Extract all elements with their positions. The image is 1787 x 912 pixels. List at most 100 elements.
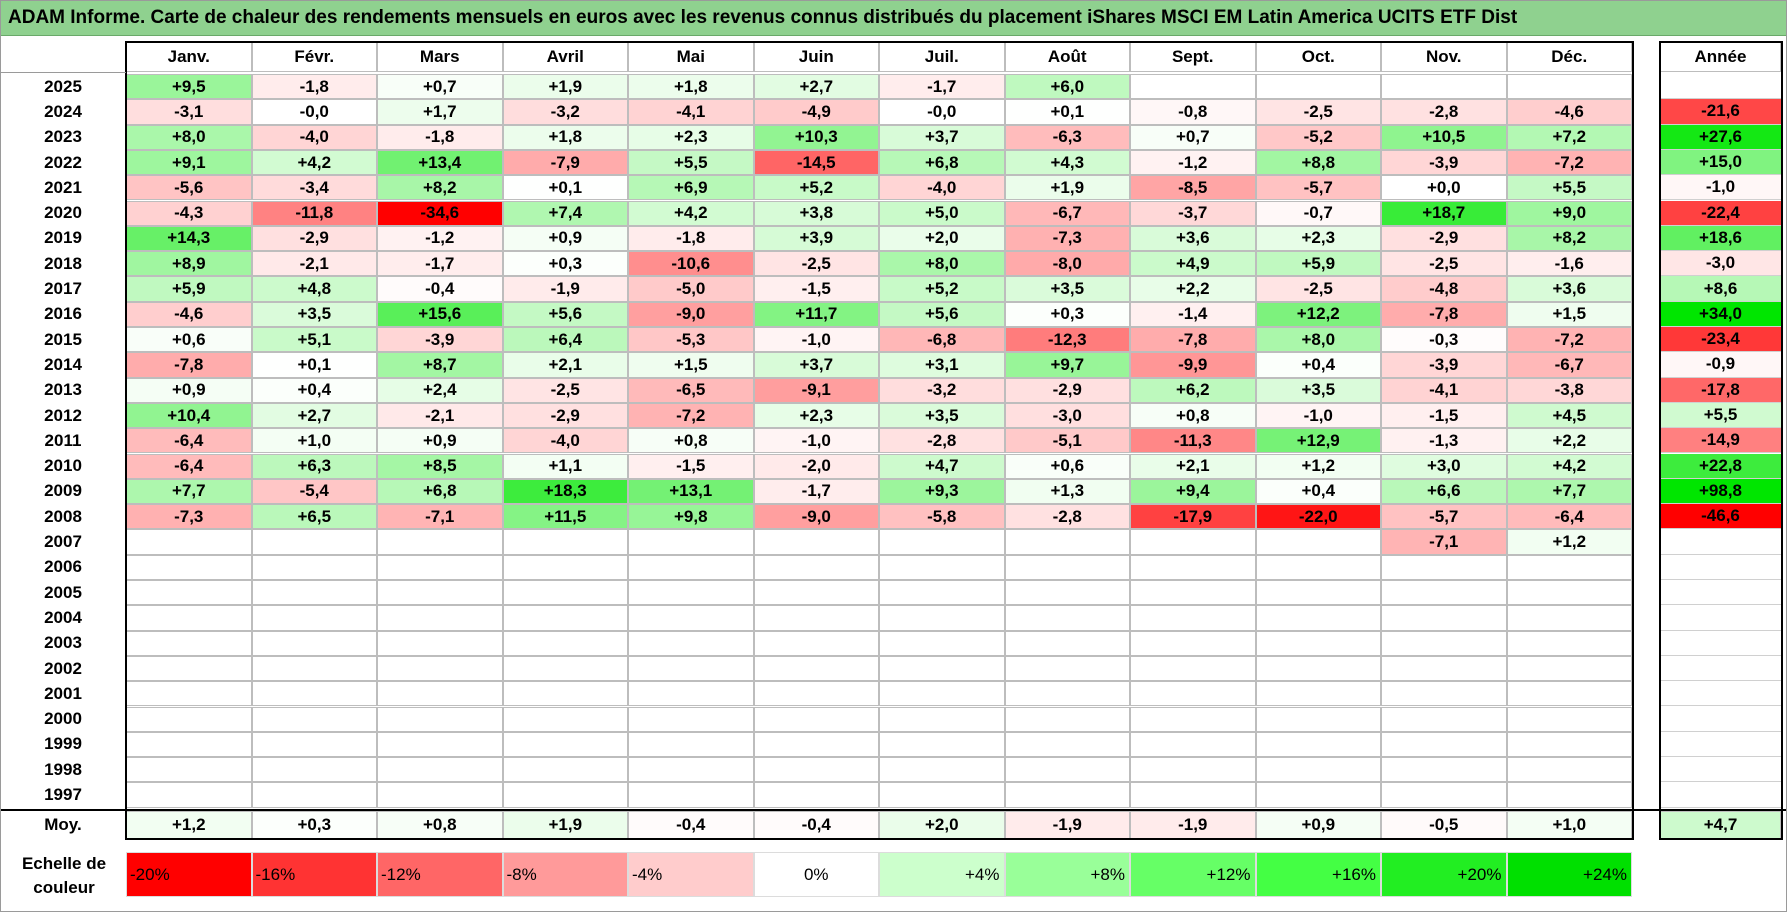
annual-cell: +22,8	[1660, 453, 1781, 479]
heatmap-cell: -1,7	[753, 478, 879, 505]
heatmap-cell: +1,2	[1255, 453, 1381, 479]
color-scale-swatch: +20%	[1381, 852, 1507, 897]
heatmap-cell: +3,1	[879, 352, 1005, 378]
heatmap-cell	[502, 529, 628, 555]
heatmap-cell	[251, 706, 377, 732]
heatmap-cell: +10,4	[126, 402, 252, 429]
heatmap-cell: +0,1	[251, 352, 377, 378]
heatmap-cell: -4,3	[126, 200, 252, 226]
month-header: Juil.	[879, 42, 1005, 72]
heatmap-cell	[126, 580, 252, 606]
heatmap-cell	[1004, 529, 1130, 555]
heatmap-cell	[1130, 706, 1256, 732]
average-cell: -1,9	[1130, 811, 1256, 839]
heatmap-cell	[377, 580, 503, 606]
heatmap-cell: +1,8	[502, 124, 628, 150]
heatmap-cell: -6,7	[1004, 200, 1130, 226]
row-year-label: 2005	[44, 582, 82, 602]
color-scale-swatch: +8%	[1004, 852, 1130, 897]
heatmap-cell: +1,7	[377, 99, 503, 125]
color-scale-swatch: 0%	[753, 852, 879, 897]
heatmap-cell: +8,5	[377, 453, 503, 479]
heatmap-cell	[1004, 605, 1130, 631]
heatmap-cell: +2,7	[251, 402, 377, 429]
heatmap-cell	[1255, 605, 1381, 631]
heatmap-cell: +1,9	[502, 74, 628, 100]
heatmap-cell	[251, 757, 377, 783]
heatmap-cell: -0,8	[1130, 99, 1256, 125]
heatmap-cell	[1130, 74, 1256, 100]
heatmap-cell: -0,3	[1381, 327, 1507, 353]
heatmap-cell	[1255, 731, 1381, 758]
month-header: Nov.	[1381, 42, 1507, 72]
heatmap-cell	[628, 605, 754, 631]
heatmap-cell: +0,1	[502, 175, 628, 201]
heatmap-cell	[879, 529, 1005, 555]
heatmap-cell	[628, 681, 754, 707]
heatmap-cell: +6,4	[502, 327, 628, 353]
heatmap-cell: -1,8	[251, 74, 377, 100]
heatmap-cell: +6,9	[628, 175, 754, 201]
average-cell: -1,9	[1004, 811, 1130, 839]
heatmap-cell	[879, 706, 1005, 732]
month-header: Oct.	[1255, 42, 1381, 72]
row-year-label: 2014	[44, 354, 82, 374]
heatmap-cell: -0,4	[377, 276, 503, 302]
heatmap-cell: -2,1	[251, 251, 377, 277]
heatmap-cell: -1,5	[753, 276, 879, 302]
heatmap-cell	[1004, 554, 1130, 580]
row-year-label: 2024	[44, 101, 82, 121]
heatmap-cell	[251, 580, 377, 606]
row-year-label: 2006	[44, 557, 82, 577]
heatmap-cell: -2,9	[1381, 225, 1507, 252]
heatmap-cell: +0,3	[502, 251, 628, 277]
heatmap-cell	[1004, 655, 1130, 682]
heatmap-cell: +4,2	[1506, 453, 1632, 479]
annual-cell	[1660, 706, 1781, 732]
heatmap-cell: -1,5	[628, 453, 754, 479]
heatmap-cell: -2,1	[377, 402, 503, 429]
heatmap-cell	[502, 554, 628, 580]
heatmap-cell: +4,3	[1004, 149, 1130, 176]
heatmap-cell: +4,2	[628, 200, 754, 226]
heatmap-cell	[879, 580, 1005, 606]
heatmap-cell: +11,7	[753, 301, 879, 327]
heatmap-cell: -7,2	[1506, 327, 1632, 353]
heatmap-cell: -10,6	[628, 251, 754, 277]
heatmap-cell: +5,2	[879, 276, 1005, 302]
heatmap-cell	[1506, 757, 1632, 783]
heatmap-cell: -6,5	[628, 377, 754, 403]
heatmap-cell	[377, 605, 503, 631]
heatmap-cell: +3,7	[879, 124, 1005, 150]
heatmap-cell: +0,9	[502, 225, 628, 252]
heatmap-cell: +8,0	[126, 124, 252, 150]
heatmap-cell	[377, 554, 503, 580]
heatmap-cell	[502, 655, 628, 682]
heatmap-cell: -3,9	[377, 327, 503, 353]
heatmap-cell	[377, 681, 503, 707]
heatmap-cell	[1506, 681, 1632, 707]
row-year-label: 2025	[44, 76, 82, 96]
heatmap-cell	[628, 580, 754, 606]
heatmap-cell: +0,8	[628, 428, 754, 454]
heatmap-cell: -4,0	[251, 124, 377, 150]
heatmap-cell	[1381, 580, 1507, 606]
heatmap-cell	[251, 630, 377, 656]
heatmap-cell: +8,0	[879, 251, 1005, 277]
heatmap-cell: -2,5	[1255, 99, 1381, 125]
heatmap-cell	[251, 605, 377, 631]
heatmap-cell	[1506, 655, 1632, 682]
heatmap-cell: -2,5	[753, 251, 879, 277]
heatmap-cell: -7,8	[1130, 327, 1256, 353]
month-header: Déc.	[1506, 42, 1632, 72]
month-header: Mars	[377, 42, 503, 72]
annual-cell: -17,8	[1660, 377, 1781, 403]
color-scale-swatch: +24%	[1506, 852, 1632, 897]
heatmap-cell: +10,3	[753, 124, 879, 150]
annual-cell	[1660, 731, 1781, 758]
month-header: Janv.	[126, 42, 252, 72]
heatmap-cell: +3,5	[1004, 276, 1130, 302]
heatmap-cell: +2,4	[377, 377, 503, 403]
heatmap-cell	[1255, 554, 1381, 580]
heatmap-cell: -1,6	[1506, 251, 1632, 277]
